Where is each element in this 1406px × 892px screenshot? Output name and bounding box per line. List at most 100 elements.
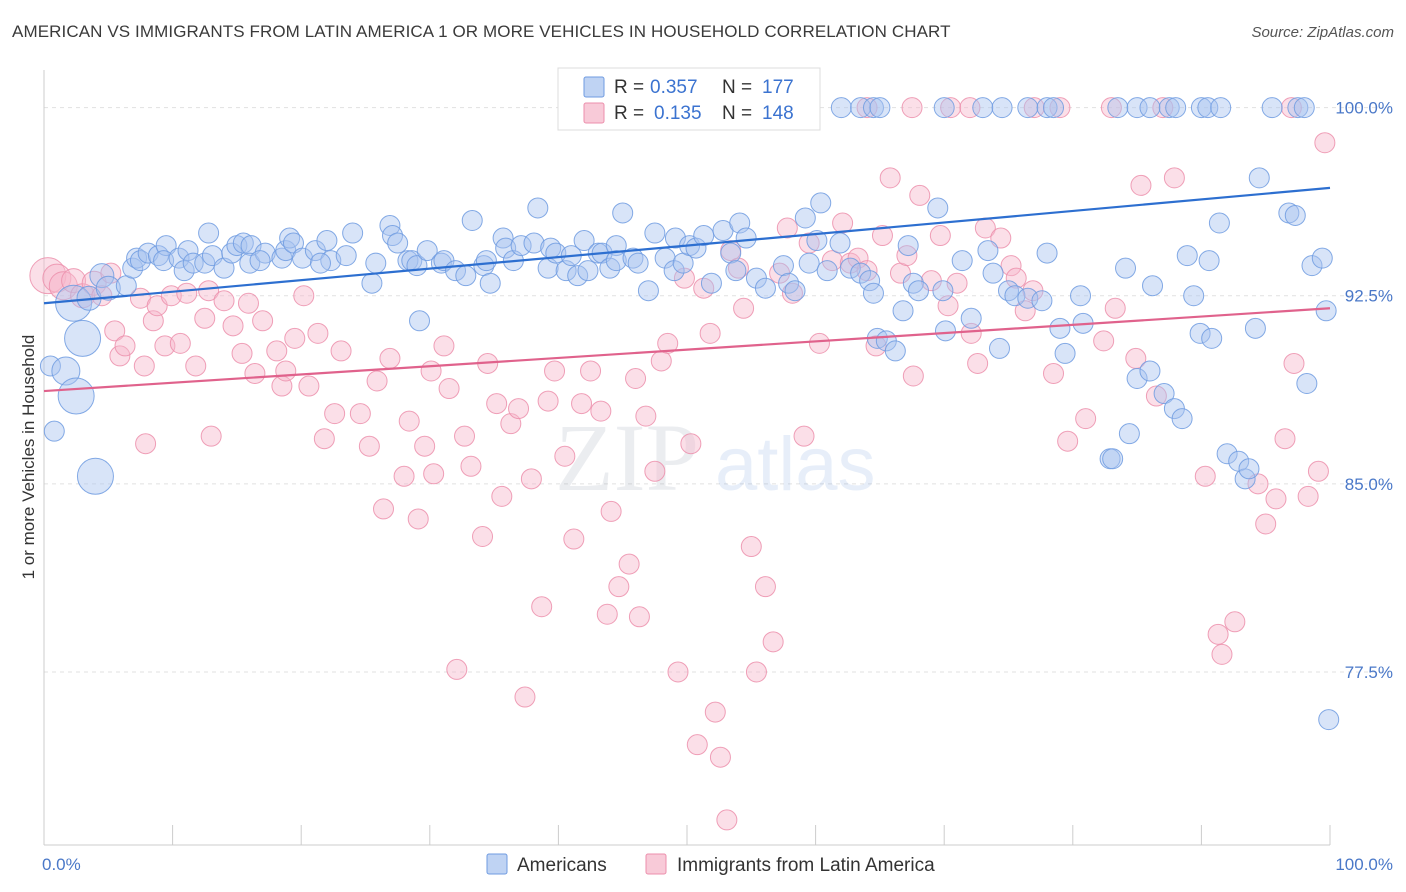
americans-point bbox=[1293, 97, 1315, 119]
americans-point bbox=[951, 250, 973, 272]
immigrants-point bbox=[222, 315, 244, 337]
immigrants-point bbox=[650, 350, 672, 372]
immigrants-point bbox=[231, 342, 253, 364]
immigrants-point bbox=[946, 272, 968, 294]
americans-point bbox=[1139, 360, 1161, 382]
chart-title: AMERICAN VS IMMIGRANTS FROM LATIN AMERIC… bbox=[12, 22, 951, 41]
americans-point bbox=[1301, 255, 1323, 277]
stats-legend: R = 0.357 N = 177 R = 0.135 N = 148 bbox=[557, 67, 821, 131]
americans-point bbox=[829, 232, 851, 254]
americans-point bbox=[644, 222, 666, 244]
immigrants-point bbox=[472, 526, 494, 548]
immigrants-legend-swatch bbox=[583, 102, 605, 124]
immigrants-point bbox=[508, 398, 530, 420]
americans-point bbox=[115, 275, 137, 297]
immigrants-point bbox=[871, 225, 893, 247]
immigrants-point bbox=[686, 734, 708, 756]
americans-point bbox=[977, 240, 999, 262]
y-axis-label: 1 or more Vehicles in Household bbox=[19, 335, 38, 580]
americans-point bbox=[839, 257, 861, 279]
americans-point bbox=[664, 227, 686, 249]
immigrants-point bbox=[275, 360, 297, 382]
immigrants-point bbox=[1104, 297, 1126, 319]
americans-point bbox=[700, 272, 722, 294]
americans-point bbox=[859, 270, 881, 292]
immigrants-point bbox=[135, 433, 157, 455]
immigrants-point bbox=[704, 701, 726, 723]
americans-point bbox=[1036, 242, 1058, 264]
americans-point bbox=[416, 240, 438, 262]
immigrants-r-label: R = bbox=[614, 103, 644, 124]
americans-point bbox=[335, 245, 357, 267]
immigrants-point bbox=[865, 335, 887, 357]
immigrants-point bbox=[185, 355, 207, 377]
immigrants-point bbox=[667, 661, 689, 683]
americans-point bbox=[862, 282, 884, 304]
legend-swatch-americans bbox=[486, 853, 508, 875]
y-tick-label: 77.5% bbox=[1345, 663, 1393, 682]
americans-point bbox=[1118, 423, 1140, 445]
americans-point bbox=[806, 230, 828, 252]
americans-point bbox=[1287, 97, 1309, 119]
immigrants-point bbox=[1211, 643, 1233, 665]
americans-point bbox=[637, 280, 659, 302]
immigrants-n-value: 148 bbox=[762, 103, 794, 124]
immigrants-point bbox=[608, 576, 630, 598]
immigrants-point bbox=[298, 375, 320, 397]
immigrants-point bbox=[901, 97, 923, 119]
americans-point bbox=[495, 237, 517, 259]
americans-point bbox=[291, 247, 313, 269]
immigrants-point bbox=[580, 360, 602, 382]
americans-point bbox=[798, 252, 820, 274]
americans-point bbox=[387, 232, 409, 254]
immigrants-point bbox=[252, 310, 274, 332]
immigrants-point bbox=[454, 425, 476, 447]
immigrants-point bbox=[1049, 97, 1071, 119]
source-credit: Source: ZipAtlas.com bbox=[1251, 24, 1394, 41]
americans-point bbox=[693, 225, 715, 247]
americans-point bbox=[685, 237, 707, 259]
americans-point bbox=[43, 420, 65, 442]
americans-point bbox=[249, 250, 271, 272]
americans-point bbox=[725, 260, 747, 282]
immigrants-point bbox=[879, 167, 901, 189]
americans-point bbox=[1208, 212, 1230, 234]
immigrants-point bbox=[1152, 97, 1174, 119]
immigrants-point bbox=[590, 400, 612, 422]
americans-point bbox=[510, 235, 532, 257]
americans-point bbox=[567, 265, 589, 287]
immigrants-point bbox=[284, 327, 306, 349]
y-tick-label: 100.0% bbox=[1335, 99, 1393, 118]
immigrants-point bbox=[293, 285, 315, 307]
immigrants-point bbox=[1023, 97, 1045, 119]
americans-point bbox=[754, 277, 776, 299]
americans-point bbox=[735, 227, 757, 249]
immigrants-point bbox=[176, 282, 198, 304]
immigrants-point bbox=[433, 335, 455, 357]
americans-point bbox=[177, 240, 199, 262]
americans-point bbox=[784, 280, 806, 302]
americans-point bbox=[1190, 97, 1212, 119]
immigrants-point bbox=[460, 455, 482, 477]
y-tick-labels: 77.5% 85.0% 92.5% 100.0% bbox=[1335, 99, 1393, 682]
immigrants-point bbox=[537, 390, 559, 412]
americans-point bbox=[1171, 408, 1193, 430]
americans-point bbox=[1153, 383, 1175, 405]
americans-point bbox=[1189, 322, 1211, 344]
immigrants-point bbox=[1057, 430, 1079, 452]
immigrants-point bbox=[1314, 132, 1336, 154]
americans-trend-line bbox=[43, 186, 1331, 305]
americans-point bbox=[1102, 448, 1124, 470]
immigrants-point bbox=[1274, 428, 1296, 450]
immigrants-point bbox=[373, 498, 395, 520]
immigrants-point bbox=[716, 809, 738, 831]
americans-point bbox=[1210, 97, 1232, 119]
americans-point bbox=[869, 97, 891, 119]
watermark-zip: ZIP bbox=[555, 404, 699, 511]
americans-point bbox=[239, 252, 261, 274]
americans-point bbox=[1248, 167, 1270, 189]
immigrants-point bbox=[1280, 97, 1302, 119]
americans-point bbox=[1043, 97, 1065, 119]
americans-point bbox=[475, 250, 497, 272]
immigrants-point bbox=[1255, 513, 1277, 535]
